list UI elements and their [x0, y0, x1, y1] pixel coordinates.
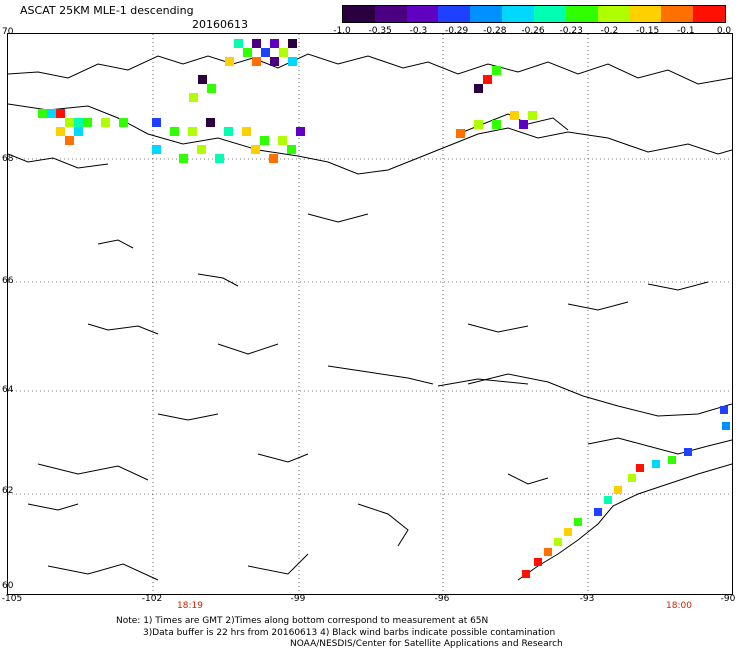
- colorbar-label: -0.2: [600, 26, 619, 36]
- lat-label-68: 68: [2, 154, 14, 164]
- colorbar-swatch: [343, 6, 375, 22]
- colorbar: [342, 5, 726, 23]
- pass-time-1: 18:19: [177, 601, 203, 611]
- colorbar-swatch: [533, 6, 566, 22]
- lon-label-102: -102: [141, 594, 163, 604]
- colorbar-swatch: [693, 6, 725, 22]
- colorbar-label: -0.26: [521, 26, 545, 36]
- note-line-3: NOAA/NESDIS/Center for Satellite Applica…: [290, 639, 563, 649]
- graticule: [8, 34, 732, 594]
- colorbar-labels: -1.0 -0.35 -0.3 -0.29 -0.28 -0.26 -0.23 -0.2 -0.…: [330, 26, 732, 38]
- lat-label-70: 70: [2, 27, 14, 37]
- data-cells: [38, 39, 730, 578]
- lat-label-62: 62: [2, 486, 14, 496]
- colorbar-label: -0.28: [483, 26, 507, 36]
- colorbar-swatch: [502, 6, 534, 22]
- map-date: 20160613: [192, 18, 248, 31]
- colorbar-label: -1.0: [333, 26, 351, 36]
- colorbar-swatch: [629, 6, 662, 22]
- coastlines: [8, 53, 732, 581]
- note-line-1: Note: 1) Times are GMT 2)Times along bot…: [116, 616, 489, 626]
- colorbar-label: -0.3: [409, 26, 428, 36]
- colorbar-label: 0.0: [716, 26, 732, 36]
- map-panel: [7, 33, 733, 595]
- note-line-2: 3)Data buffer is 22 hrs from 20160613 4)…: [143, 628, 556, 638]
- lon-label-99: -99: [290, 594, 306, 604]
- colorbar-swatch: [374, 6, 407, 22]
- colorbar-label: -0.35: [368, 26, 392, 36]
- lon-label-105: -105: [1, 594, 23, 604]
- colorbar-swatch: [406, 6, 439, 22]
- map-title: ASCAT 25KM MLE-1 descending: [20, 4, 194, 17]
- lat-label-64: 64: [2, 385, 14, 395]
- lon-label-90: -90: [720, 594, 736, 604]
- lon-label-96: -96: [434, 594, 450, 604]
- colorbar-swatch: [565, 6, 598, 22]
- colorbar-swatch: [470, 6, 503, 22]
- colorbar-label: -0.15: [635, 26, 660, 36]
- pass-time-2: 18:00: [666, 601, 692, 611]
- colorbar-swatch: [438, 6, 471, 22]
- colorbar-label: -0.1: [677, 26, 695, 36]
- colorbar-swatch: [597, 6, 630, 22]
- lon-label-93: -93: [579, 594, 595, 604]
- colorbar-label: -0.23: [559, 26, 583, 36]
- lat-label-66: 66: [2, 276, 14, 286]
- map-canvas: [8, 34, 732, 594]
- colorbar-swatch: [661, 6, 694, 22]
- colorbar-label: -0.29: [444, 26, 469, 36]
- lat-label-60: 60: [2, 581, 14, 591]
